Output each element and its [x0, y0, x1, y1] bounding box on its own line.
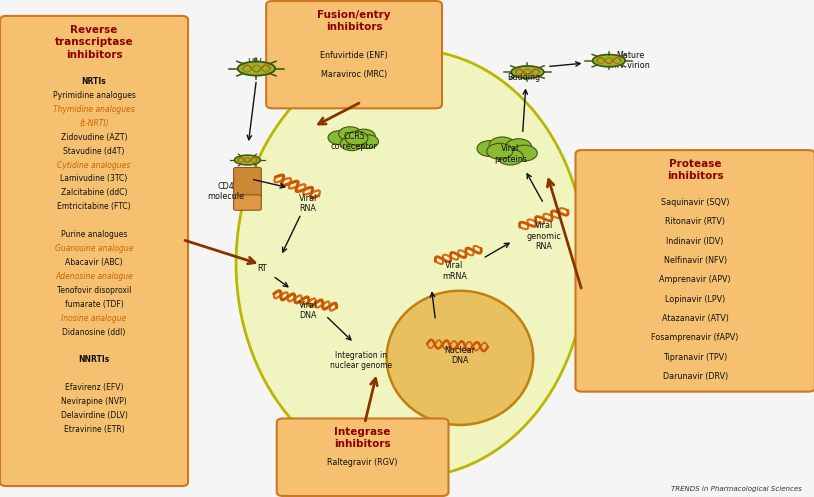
Text: NNRTIs: NNRTIs [78, 355, 110, 364]
Text: Enfuvirtide (ENF): Enfuvirtide (ENF) [320, 51, 388, 60]
Circle shape [489, 137, 515, 153]
Text: Etravirine (ETR): Etravirine (ETR) [63, 425, 125, 434]
Text: Emtricitabine (FTC): Emtricitabine (FTC) [57, 202, 131, 211]
Text: Viral
genomic
RNA: Viral genomic RNA [527, 221, 561, 251]
Text: Fosamprenavir (fAPV): Fosamprenavir (fAPV) [651, 333, 739, 342]
Text: Didanosine (ddI): Didanosine (ddI) [63, 328, 125, 336]
Text: (t-NRTI): (t-NRTI) [79, 119, 109, 128]
Text: Lamivudine (3TC): Lamivudine (3TC) [60, 174, 128, 183]
Text: Viral
RNA: Viral RNA [299, 194, 317, 214]
Text: TRENDS in Pharmacological Sciences: TRENDS in Pharmacological Sciences [671, 486, 802, 492]
Text: Ritonavir (RTV): Ritonavir (RTV) [665, 217, 725, 226]
Text: fumarate (TDF): fumarate (TDF) [64, 300, 124, 309]
Text: Lopinavir (LPV): Lopinavir (LPV) [665, 295, 725, 304]
Text: Zalcitabine (ddC): Zalcitabine (ddC) [61, 188, 127, 197]
Text: NRTIs: NRTIs [81, 77, 107, 86]
Text: Nevirapine (NVP): Nevirapine (NVP) [61, 397, 127, 406]
Text: Purine analogues: Purine analogues [61, 230, 127, 239]
Text: Adenosine analogue: Adenosine analogue [55, 272, 133, 281]
Text: Saquinavir (SQV): Saquinavir (SQV) [661, 198, 729, 207]
FancyBboxPatch shape [266, 1, 442, 108]
Circle shape [505, 139, 532, 155]
Text: Nuclear
DNA: Nuclear DNA [444, 345, 475, 365]
FancyBboxPatch shape [0, 16, 188, 486]
Text: Integration in
nuclear genome: Integration in nuclear genome [330, 350, 392, 370]
Text: Viral
proteins: Viral proteins [494, 144, 527, 164]
Text: Efavirenz (EFV): Efavirenz (EFV) [65, 383, 123, 392]
Text: Tenofovir disoproxil: Tenofovir disoproxil [57, 286, 131, 295]
Polygon shape [234, 155, 260, 165]
Text: Viral
DNA: Viral DNA [299, 301, 317, 321]
Text: Reverse
transcriptase
inhibitors: Reverse transcriptase inhibitors [55, 25, 133, 60]
Text: Inosine analogue: Inosine analogue [61, 314, 127, 323]
Text: Maraviroc (MRC): Maraviroc (MRC) [321, 70, 387, 79]
Circle shape [339, 127, 361, 141]
Circle shape [328, 131, 351, 145]
Circle shape [487, 143, 513, 159]
Text: Budding: Budding [507, 73, 540, 82]
Circle shape [345, 131, 368, 145]
Text: Mature
HIV virion: Mature HIV virion [611, 51, 650, 71]
FancyBboxPatch shape [277, 418, 449, 496]
Text: Cytidine analogues: Cytidine analogues [57, 161, 131, 169]
Polygon shape [511, 66, 544, 78]
Text: Thymidine analogues: Thymidine analogues [53, 105, 135, 114]
FancyBboxPatch shape [234, 167, 261, 198]
Circle shape [352, 129, 375, 143]
Text: Atazanavir (ATV): Atazanavir (ATV) [662, 314, 729, 323]
Text: Stavudine (d4T): Stavudine (d4T) [63, 147, 125, 156]
Text: Raltegravir (RGV): Raltegravir (RGV) [327, 458, 398, 467]
Text: Nelfinavir (NFV): Nelfinavir (NFV) [663, 256, 727, 265]
Ellipse shape [236, 50, 586, 477]
Text: RT: RT [257, 264, 267, 273]
Text: Viral
mRNA: Viral mRNA [442, 261, 466, 281]
Text: Delavirdine (DLV): Delavirdine (DLV) [60, 411, 128, 420]
FancyBboxPatch shape [234, 195, 261, 210]
Circle shape [340, 137, 363, 151]
Ellipse shape [387, 291, 533, 425]
Text: Amprenavir (APV): Amprenavir (APV) [659, 275, 731, 284]
Circle shape [497, 149, 523, 165]
Text: Guanosine analogue: Guanosine analogue [55, 244, 133, 253]
Polygon shape [593, 55, 625, 67]
Text: Zidovudine (AZT): Zidovudine (AZT) [61, 133, 127, 142]
Text: Integrase
inhibitors: Integrase inhibitors [335, 427, 391, 449]
Circle shape [356, 135, 379, 149]
Text: Tipranavir (TPV): Tipranavir (TPV) [663, 353, 727, 362]
Text: Protease
inhibitors: Protease inhibitors [667, 159, 724, 180]
Text: Indinavir (IDV): Indinavir (IDV) [667, 237, 724, 246]
Text: CD4
molecule: CD4 molecule [207, 181, 244, 201]
Text: Abacavir (ABC): Abacavir (ABC) [65, 258, 123, 267]
Text: HIV: HIV [247, 58, 261, 67]
FancyBboxPatch shape [575, 150, 814, 392]
Circle shape [511, 145, 537, 161]
Text: Fusion/entry
inhibitors: Fusion/entry inhibitors [317, 10, 391, 31]
Text: Pyrimidine analogues: Pyrimidine analogues [53, 91, 135, 100]
Text: CCR5
co-receptor: CCR5 co-receptor [330, 132, 378, 152]
Text: Darunavir (DRV): Darunavir (DRV) [663, 372, 728, 381]
Polygon shape [238, 62, 275, 76]
Circle shape [477, 141, 503, 157]
